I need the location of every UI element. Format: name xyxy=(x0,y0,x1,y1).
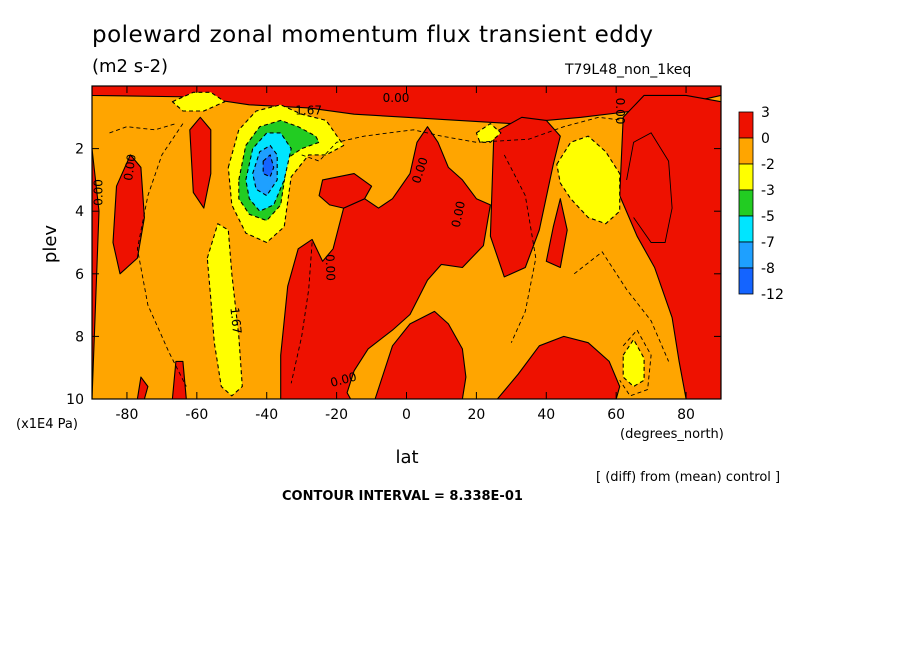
colorbar-swatch xyxy=(738,163,754,191)
contour-region-red xyxy=(496,335,621,399)
contour-line xyxy=(109,123,177,134)
chart-units: (m2 s-2) xyxy=(92,56,169,77)
contour-label: 0.00 xyxy=(91,179,105,206)
contour-line xyxy=(573,251,670,362)
contour-line xyxy=(136,123,187,387)
contour-region-red xyxy=(136,376,149,399)
contour-region-yellow xyxy=(622,338,645,388)
colorbar-swatch xyxy=(738,241,754,269)
contour-region-yellow xyxy=(475,123,502,143)
contour-region-yellow xyxy=(206,223,243,397)
contour-region-red xyxy=(171,360,187,399)
x-axis-label: lat xyxy=(395,447,418,468)
contour-label: 1.67 xyxy=(227,307,244,335)
contour-label: 1.67 xyxy=(295,104,322,118)
colorbar-swatch xyxy=(738,189,754,217)
contour-label: 0.00 xyxy=(323,254,338,281)
x-tick-label: -60 xyxy=(185,407,208,423)
x-tick-label: -40 xyxy=(255,407,278,423)
contour-region-red xyxy=(189,116,212,209)
contour-region-red xyxy=(280,126,491,399)
colorbar-label: -2 xyxy=(761,157,775,173)
colorbar-label: -3 xyxy=(761,183,775,199)
diff-note: [ (diff) from (mean) control ] xyxy=(596,470,781,485)
y-axis-label: plev xyxy=(40,225,61,264)
y-tick-label: 6 xyxy=(75,267,84,283)
contour-region-blue xyxy=(262,154,275,178)
colorbar-swatch xyxy=(738,111,754,139)
contour-region-red xyxy=(318,173,373,209)
contour-label: 0.00 xyxy=(121,153,139,181)
contour-region-red xyxy=(489,116,561,278)
colorbar-label: -12 xyxy=(761,287,784,303)
colorbar-swatch xyxy=(738,137,754,165)
colorbar-label: 0 xyxy=(761,131,770,147)
x-tick-label: 20 xyxy=(467,407,485,423)
colorbar-label: -8 xyxy=(761,261,775,277)
contour-interval-note: CONTOUR INTERVAL = 8.338E-01 xyxy=(282,489,523,504)
contour-line xyxy=(290,242,313,384)
contour-region-red xyxy=(112,154,145,275)
colorbar-label: -7 xyxy=(761,235,775,251)
x-tick-label: -20 xyxy=(325,407,348,423)
y-tick-label: 10 xyxy=(66,392,84,408)
y-tick-label: 2 xyxy=(75,142,84,158)
y-tick-label: 4 xyxy=(75,204,84,220)
contour-region-yellow xyxy=(556,135,621,225)
chart-title: poleward zonal momentum flux transient e… xyxy=(92,22,654,48)
x-tick-label: 60 xyxy=(607,407,625,423)
x-axis-units: (degrees_north) xyxy=(620,427,724,442)
y-axis-units: (x1E4 Pa) xyxy=(16,417,78,432)
x-tick-label: 40 xyxy=(537,407,555,423)
colorbar-label: 3 xyxy=(761,105,770,121)
contour-region-red xyxy=(374,310,467,399)
x-tick-label: 0 xyxy=(402,407,411,423)
colorbar-swatch xyxy=(738,267,754,295)
contour-region-red xyxy=(619,94,721,399)
contour-label: 0.00 xyxy=(329,370,358,390)
y-tick-label: 8 xyxy=(75,329,84,345)
colorbar-label: -5 xyxy=(761,209,775,225)
x-tick-label: 80 xyxy=(677,407,695,423)
contour-region-yellow xyxy=(171,91,226,112)
contour-label: 0.00 xyxy=(449,200,468,229)
contour-line xyxy=(626,132,673,243)
contour-line xyxy=(503,154,537,343)
contour-region-red xyxy=(545,198,568,269)
run-label: T79L48_non_1keq xyxy=(565,62,692,78)
contour-label: 0.00 xyxy=(613,98,627,125)
contour-label: 0.00 xyxy=(383,91,410,105)
colorbar-swatch xyxy=(738,215,754,243)
contour-line xyxy=(619,329,652,397)
contour-line xyxy=(301,116,624,162)
x-tick-label: -80 xyxy=(116,407,139,423)
